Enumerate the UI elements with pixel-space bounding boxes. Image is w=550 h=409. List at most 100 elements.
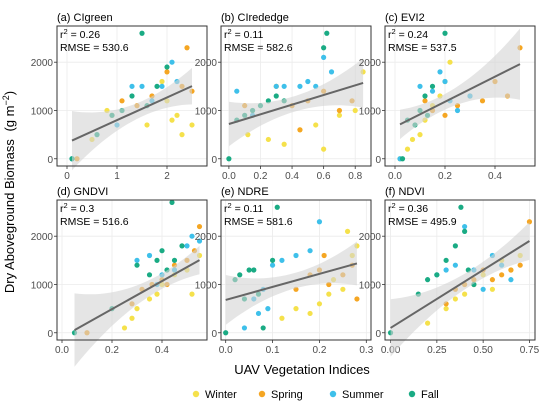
point-fall: [171, 257, 178, 263]
point-summer: [480, 286, 486, 292]
point-spring: [517, 262, 523, 268]
point-winter: [144, 122, 150, 128]
point-winter: [321, 146, 327, 152]
y-tick-label: 0: [47, 329, 53, 340]
point-spring: [508, 267, 514, 273]
panel-title: (b) CIrededge: [221, 12, 289, 24]
confidence-band: [400, 28, 520, 140]
legend: Winter Spring Summer Fall: [192, 389, 439, 401]
point-winter: [443, 306, 449, 312]
point-spring: [336, 107, 343, 114]
r2-annotation: r2 = 0.11: [224, 201, 263, 215]
point-fall: [399, 156, 406, 162]
panel-4: 0 1000 2000 0.0 0.1 0.2 0.3 (e) NDRE r2 = 0.11RM…: [195, 186, 374, 356]
point-fall: [237, 272, 243, 278]
y-tick-label: 0: [211, 329, 217, 340]
panel-2: 0 1000 2000 0.0 0.2 0.4 (c) EVI2 r2 = 0.24RMSE …: [359, 12, 536, 182]
r2-value: = 0.11: [232, 203, 264, 215]
r2-value: = 0.26: [68, 29, 101, 41]
r2-annotation: r2 = 0.36: [388, 201, 428, 215]
point-fall: [246, 267, 252, 273]
point-summer: [321, 54, 327, 60]
point-fall: [159, 248, 165, 254]
y-tick-label: 0: [211, 155, 217, 166]
point-summer: [297, 83, 303, 89]
legend-marker-fall: [408, 390, 416, 398]
point-spring: [479, 98, 486, 104]
y-tick-label: 2000: [195, 232, 218, 243]
r2-annotation: r2 = 0.11: [224, 27, 263, 41]
point-fall: [321, 45, 327, 51]
point-winter: [265, 136, 271, 143]
x-tick-label: 1: [114, 171, 120, 182]
point-summer: [139, 83, 145, 89]
trend-line: [399, 63, 521, 126]
point-winter: [336, 112, 343, 118]
point-winter: [313, 122, 319, 128]
point-fall: [146, 272, 153, 278]
r2-prefix: r: [388, 203, 392, 215]
y-tick-label: 1000: [359, 106, 382, 117]
point-summer: [316, 219, 323, 225]
y-tick-label: 1000: [359, 280, 382, 291]
x-tick-label: 0.0: [388, 171, 402, 182]
point-fall: [129, 93, 135, 99]
point-spring: [354, 296, 360, 302]
x-tick-label: 0.3: [359, 345, 373, 356]
rmse-annotation: RMSE = 537.5: [388, 42, 457, 54]
panel-border: [384, 199, 536, 341]
y-tick-label: 1000: [195, 280, 218, 291]
point-summer: [184, 243, 190, 249]
x-tick-label: 0.4: [155, 345, 169, 356]
point-fall: [139, 30, 145, 36]
point-fall: [273, 93, 279, 99]
point-summer: [234, 88, 240, 94]
point-winter: [121, 325, 128, 331]
rmse-annotation: RMSE = 495.9: [388, 216, 457, 228]
rmse-annotation: RMSE = 530.6: [60, 42, 129, 54]
point-winter: [169, 117, 175, 123]
point-summer: [159, 83, 165, 89]
point-summer: [305, 78, 311, 85]
r2-value: = 0.24: [396, 29, 429, 41]
point-fall: [154, 257, 160, 263]
panel-title: (a) CIgreen: [57, 12, 113, 24]
r2-value: = 0.36: [396, 203, 429, 215]
point-winter: [489, 286, 496, 292]
panel-border: [220, 199, 372, 341]
y-tick-label: 0: [47, 155, 53, 166]
confidence-band: [390, 222, 530, 357]
r2-sup: 2: [228, 201, 232, 210]
point-summer: [454, 107, 461, 114]
point-summer: [146, 252, 153, 259]
point-winter: [352, 107, 358, 114]
r2-prefix: r: [60, 203, 64, 215]
r2-sup: 2: [392, 27, 396, 36]
point-spring: [442, 112, 448, 118]
y-tick-label: 2000: [31, 232, 54, 243]
point-spring: [321, 252, 327, 259]
y-tick-label: 2000: [359, 232, 382, 243]
x-tick-label: 0.0: [55, 345, 69, 356]
point-winter: [154, 291, 160, 297]
point-fall: [422, 93, 428, 99]
point-winter: [344, 228, 351, 234]
point-summer: [281, 83, 287, 89]
rmse-annotation: RMSE = 581.6: [224, 216, 293, 228]
point-winter: [281, 141, 287, 147]
point-summer: [443, 267, 449, 273]
point-spring: [526, 219, 533, 225]
point-fall: [274, 204, 280, 210]
r2-annotation: r2 = 0.26: [60, 27, 100, 41]
x-tick-label: 0.4: [488, 171, 502, 182]
point-spring: [297, 127, 303, 133]
x-tick-label: 0.2: [105, 345, 119, 356]
trend-line: [228, 82, 364, 125]
point-winter: [159, 78, 165, 85]
point-summer: [417, 83, 423, 89]
point-spring: [164, 69, 170, 75]
r2-prefix: r: [224, 29, 228, 41]
